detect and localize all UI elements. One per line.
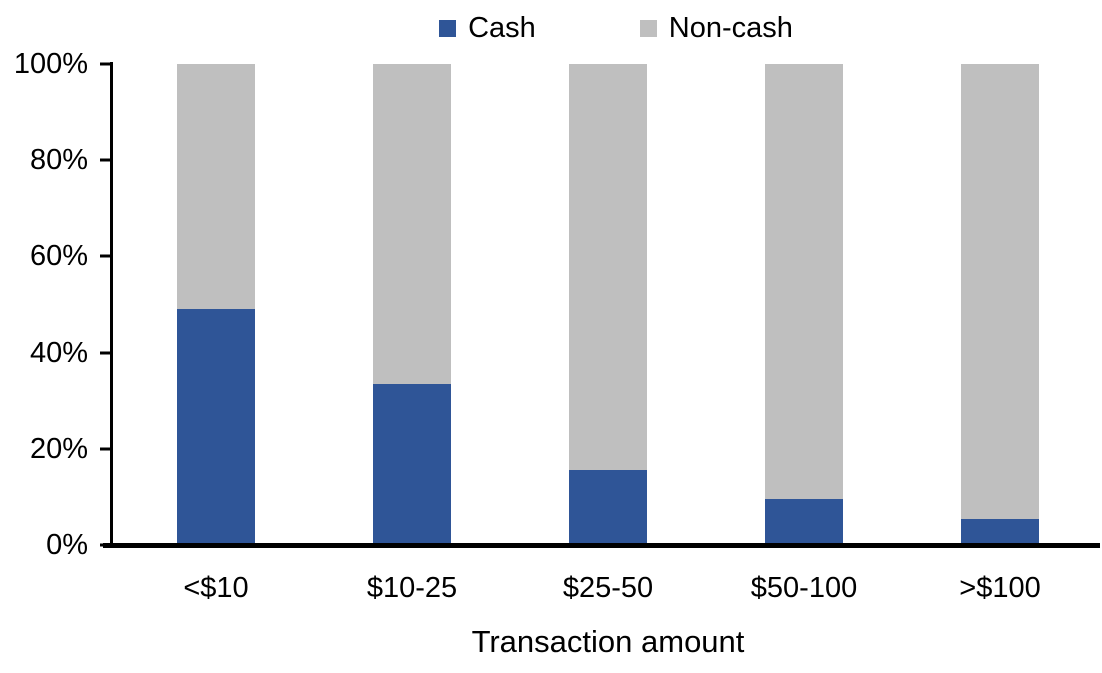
bar-column-$10-25 <box>314 64 510 545</box>
y-tick-label: 80% <box>29 144 88 177</box>
legend: Cash Non-cash <box>130 10 1102 46</box>
x-tick-label-$10-25: $10-25 <box>366 572 458 604</box>
y-axis-line <box>110 62 113 545</box>
legend-label: Non-cash <box>668 11 793 44</box>
bar-column->$100 <box>902 64 1098 545</box>
y-axis-labels: 0% 20% 40% 60% 80% 100% <box>0 49 88 560</box>
bar-segment-non-cash-$25-50 <box>568 64 648 470</box>
x-axis-title: Transaction amount <box>471 624 745 659</box>
bar-column-$50-100 <box>706 64 902 545</box>
y-tick-mark <box>100 447 113 451</box>
bar-segment-cash-$50-100 <box>764 498 844 545</box>
y-tick-label: 60% <box>29 240 88 273</box>
x-tick-label->$100: >$100 <box>959 572 1041 604</box>
legend-label: Cash <box>468 11 536 44</box>
bar-stack <box>372 64 452 545</box>
bar-segment-non-cash->$100 <box>960 64 1040 519</box>
x-tick-label-$25-50: $25-50 <box>562 572 654 604</box>
bar-column-$25-50 <box>510 64 706 545</box>
x-tick-label-<$10: <$10 <box>183 572 249 604</box>
legend-swatch-icon <box>439 19 457 37</box>
bar-segment-cash->$100 <box>960 518 1040 545</box>
legend-swatch-icon <box>639 19 657 37</box>
x-axis-line <box>103 543 1100 548</box>
y-tick-label: 40% <box>29 336 88 369</box>
bar-segment-cash-$10-25 <box>372 383 452 545</box>
bar-stack <box>764 64 844 545</box>
bar-segment-non-cash-<$10 <box>176 64 256 310</box>
y-tick-label: 20% <box>29 432 88 465</box>
bar-stack <box>568 64 648 545</box>
legend-item-non-cash: Non-cash <box>639 11 793 44</box>
plot-area <box>118 64 1098 545</box>
legend-item-cash: Cash <box>439 11 536 44</box>
y-tick-mark <box>100 254 113 258</box>
bar-segment-cash-<$10 <box>176 309 256 545</box>
bar-segment-non-cash-$50-100 <box>764 64 844 499</box>
y-tick-mark <box>100 158 113 162</box>
y-tick-mark <box>100 351 113 355</box>
bar-stack <box>960 64 1040 545</box>
bar-segment-non-cash-$10-25 <box>372 64 452 384</box>
bar-stack <box>176 64 256 545</box>
bar-column-<$10 <box>118 64 314 545</box>
y-tick-label: 0% <box>46 529 88 561</box>
x-tick-label-$50-100: $50-100 <box>750 572 858 604</box>
x-axis-labels: <$10 $10-25 $25-50 $50-100 >$100 <box>118 570 1098 606</box>
y-tick-label: 100% <box>13 48 88 80</box>
bar-segment-cash-$25-50 <box>568 469 648 545</box>
y-tick-mark <box>100 62 113 66</box>
